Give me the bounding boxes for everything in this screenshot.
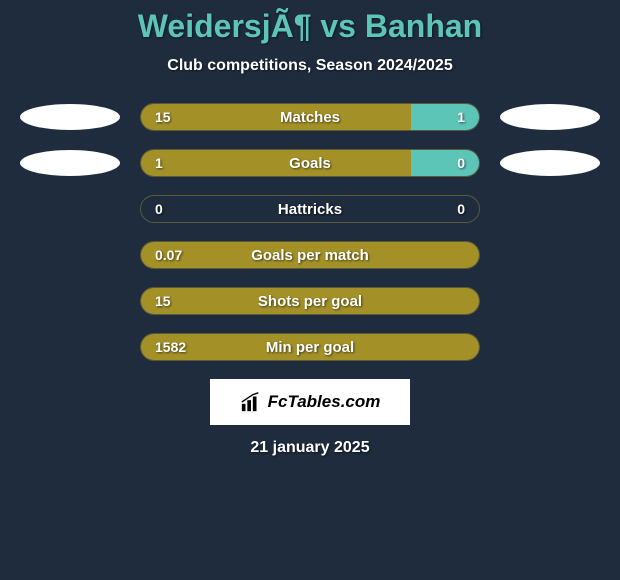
stat-row: 151Matches (0, 103, 620, 131)
stat-value-left: 0.07 (155, 242, 182, 268)
stat-value-left: 15 (155, 288, 171, 314)
stats-rows: 151Matches10Goals00Hattricks0.07Goals pe… (0, 103, 620, 361)
logo-text: FcTables.com (268, 392, 381, 412)
bar-left-fill (141, 104, 411, 130)
stat-value-right: 1 (457, 104, 465, 130)
chart-icon (240, 391, 262, 413)
player-left-avatar (20, 104, 120, 130)
stat-value-left: 15 (155, 104, 171, 130)
player-right-avatar (500, 150, 600, 176)
stat-value-left: 1 (155, 150, 163, 176)
stat-label: Hattricks (141, 196, 479, 222)
player-right-avatar (500, 104, 600, 130)
stat-row: 0 0Hattricks (0, 195, 620, 223)
stat-value-left: 1582 (155, 334, 186, 360)
logo-box[interactable]: FcTables.com (210, 379, 410, 425)
stat-row: 15Shots per goal (0, 287, 620, 315)
bar-left-fill (141, 288, 479, 314)
bar-left-fill (141, 150, 411, 176)
stat-row: 10Goals (0, 149, 620, 177)
comparison-widget: WeidersjÃ¶ vs Banhan Club competitions, … (0, 0, 620, 457)
date-label: 21 january 2025 (0, 439, 620, 457)
bar-left-fill (141, 242, 479, 268)
stat-bar: 10Goals (140, 149, 480, 177)
stat-value-right: 0 (457, 196, 465, 222)
stat-bar: 0.07Goals per match (140, 241, 480, 269)
stat-bar: 15Shots per goal (140, 287, 480, 315)
stat-bar: 151Matches (140, 103, 480, 131)
stat-row: 0.07Goals per match (0, 241, 620, 269)
stat-value-left: 0 (155, 196, 163, 222)
bar-right-fill (411, 150, 479, 176)
page-title: WeidersjÃ¶ vs Banhan (0, 8, 620, 45)
subtitle: Club competitions, Season 2024/2025 (0, 57, 620, 75)
player-left-avatar (20, 150, 120, 176)
bar-right-fill (411, 104, 479, 130)
stat-bar: 0 0Hattricks (140, 195, 480, 223)
stat-bar: 1582Min per goal (140, 333, 480, 361)
stat-row: 1582Min per goal (0, 333, 620, 361)
bar-left-fill (141, 334, 479, 360)
stat-value-right: 0 (457, 150, 465, 176)
